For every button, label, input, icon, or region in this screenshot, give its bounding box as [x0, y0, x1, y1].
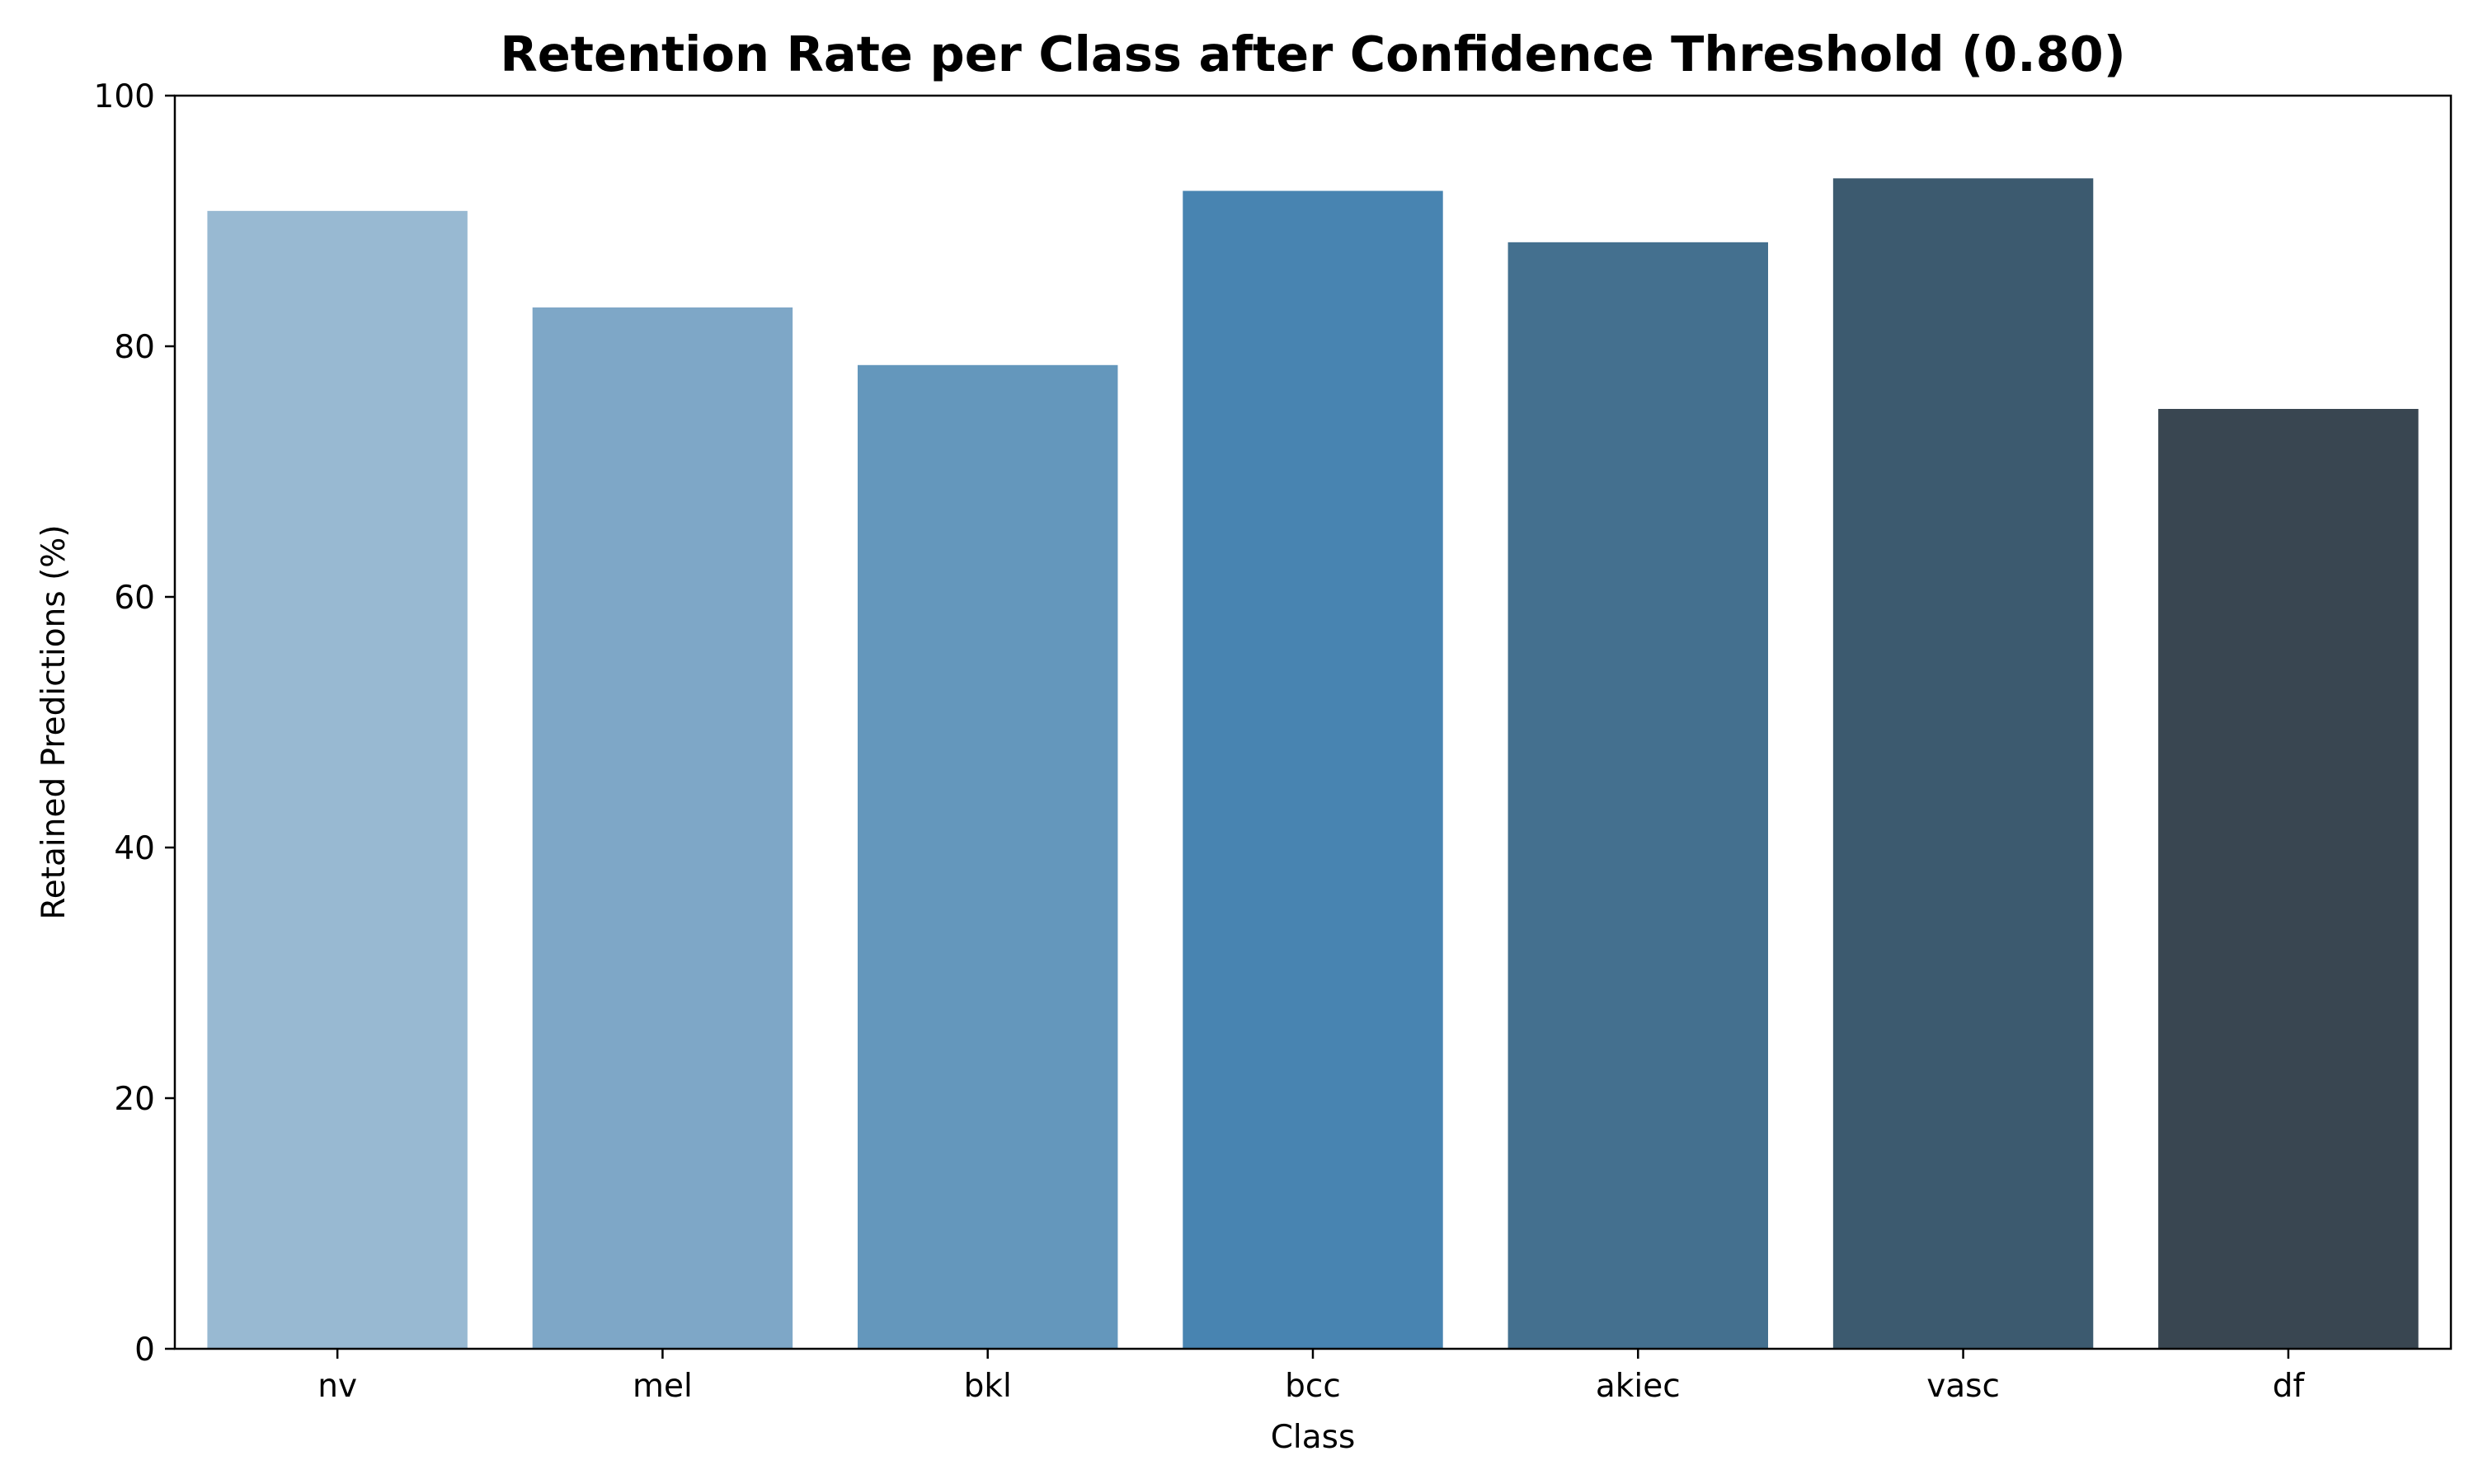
bars-group — [207, 178, 2419, 1350]
bar-akiec — [1507, 242, 1768, 1350]
bar-mel — [532, 307, 793, 1349]
bar-bcc — [1183, 190, 1443, 1349]
x-tick-label: akiec — [1596, 1368, 1681, 1405]
x-tick-label: bcc — [1285, 1368, 1341, 1405]
y-tick-label: 60 — [114, 580, 155, 617]
bar-bkl — [858, 364, 1118, 1349]
y-axis-label: Retained Predictions (%) — [35, 524, 73, 919]
y-axis-ticks: 0 20 40 60 80 100 — [94, 78, 175, 1369]
y-tick-label: 0 — [134, 1331, 155, 1369]
bar-nv — [207, 210, 468, 1350]
y-tick-label: 20 — [114, 1081, 155, 1118]
x-axis-label: Class — [1271, 1419, 1356, 1456]
chart-title: Retention Rate per Class after Confidenc… — [500, 26, 2125, 82]
x-tick-label: nv — [317, 1368, 357, 1405]
y-tick-label: 80 — [114, 329, 155, 366]
x-tick-label: df — [2273, 1368, 2306, 1405]
x-tick-label: bkl — [964, 1368, 1012, 1405]
bar-df — [2158, 409, 2419, 1349]
plot-frame — [173, 94, 2453, 1350]
x-axis-ticks: nv mel bkl bcc akiec vasc df — [317, 1349, 2305, 1405]
x-tick-label: mel — [633, 1368, 693, 1405]
bar-vasc — [1832, 178, 2094, 1349]
y-tick-label: 100 — [94, 78, 155, 115]
x-tick-label: vasc — [1926, 1368, 2000, 1405]
y-tick-label: 40 — [114, 830, 155, 867]
